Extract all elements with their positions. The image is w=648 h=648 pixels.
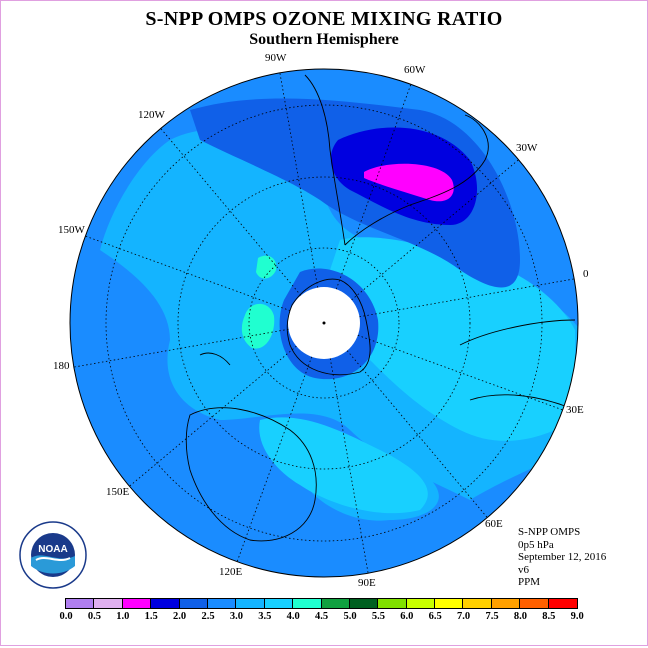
colorbar-segment bbox=[293, 599, 322, 608]
meridian-line bbox=[329, 358, 369, 574]
colorbar-tick-label: 8.5 bbox=[542, 611, 556, 622]
coast-south-america bbox=[304, 74, 489, 246]
map-boundary bbox=[69, 68, 579, 578]
meridian-line bbox=[160, 128, 302, 296]
colorbar-tick-label: 3.0 bbox=[229, 611, 243, 622]
meridian-line bbox=[85, 235, 291, 312]
meridian-line bbox=[351, 159, 519, 301]
colorbar-tick-label: 0.0 bbox=[59, 611, 73, 622]
info-version: v6 bbox=[518, 563, 529, 576]
colorbar-segment bbox=[236, 599, 265, 608]
noaa-logo: NOAA bbox=[19, 521, 87, 589]
lon-label-150w: 150W bbox=[58, 224, 85, 236]
colorbar-tick-label: 2.0 bbox=[173, 611, 187, 622]
colorbar-tick-label: 7.0 bbox=[457, 611, 471, 622]
colorbar-tick-label: 2.5 bbox=[201, 611, 215, 622]
colorbar-tick-label: 7.5 bbox=[485, 611, 499, 622]
lon-label-120w: 120W bbox=[138, 109, 165, 121]
info-units: PPM bbox=[518, 576, 541, 588]
colorbar-tick-label: 5.5 bbox=[371, 611, 385, 622]
colorbar-segment bbox=[151, 599, 180, 608]
meridian-line bbox=[73, 328, 289, 368]
coast-antarctica bbox=[286, 278, 371, 376]
ozone-field-4p0-a bbox=[256, 255, 277, 279]
info-block: S-NPP OMPS 0p5 hPa September 12, 2016 v6… bbox=[518, 526, 606, 589]
lon-label-30w: 30W bbox=[516, 142, 538, 154]
info-instrument: S-NPP OMPS bbox=[518, 526, 581, 538]
colorbar-tick-label: 8.0 bbox=[513, 611, 527, 622]
colorbar-tick-label: 5.0 bbox=[343, 611, 357, 622]
colorbar-segment bbox=[349, 599, 379, 608]
meridian-line bbox=[236, 356, 313, 562]
colorbar-tick-label: 1.5 bbox=[144, 611, 158, 622]
colorbar-segment bbox=[66, 599, 95, 608]
meridian-line bbox=[359, 278, 575, 318]
meridian-line bbox=[335, 84, 412, 290]
lon-label-120e: 120E bbox=[219, 566, 243, 578]
colorbar-tick-label: 0.5 bbox=[87, 611, 101, 622]
colorbar-segment bbox=[94, 599, 123, 608]
colorbar-tick-label: 6.0 bbox=[400, 611, 414, 622]
colorbar-tick-label: 4.5 bbox=[315, 611, 329, 622]
colorbar-tick-label: 6.5 bbox=[428, 611, 442, 622]
meridian-line bbox=[346, 350, 488, 518]
ozone-field-4p0-b bbox=[241, 303, 275, 349]
info-date: September 12, 2016 bbox=[518, 551, 607, 563]
colorbar-segment bbox=[435, 599, 464, 608]
colorbar-tick-label: 9.0 bbox=[570, 611, 584, 622]
colorbar bbox=[65, 598, 579, 609]
colorbar-tick-label: 3.5 bbox=[258, 611, 272, 622]
colorbar-segment bbox=[321, 599, 350, 608]
colorbar-tick-label: 1.0 bbox=[116, 611, 130, 622]
lon-label-90e: 90E bbox=[358, 577, 376, 589]
meridian-line bbox=[279, 72, 319, 288]
colorbar-segment bbox=[406, 599, 436, 608]
lon-label-60w: 60W bbox=[404, 64, 426, 76]
lon-label-90w: 90W bbox=[265, 52, 287, 64]
coast-new-zealand bbox=[199, 352, 231, 366]
lon-label-180: 180 bbox=[53, 360, 70, 372]
svg-text:NOAA: NOAA bbox=[38, 544, 67, 555]
meridian-line bbox=[357, 334, 563, 411]
info-level: 0p5 hPa bbox=[518, 538, 554, 551]
ozone-field-3p5 bbox=[328, 237, 575, 441]
map-subtitle: Southern Hemisphere bbox=[249, 31, 399, 48]
lon-label-150e: 150E bbox=[106, 486, 130, 498]
lon-label-0: 0 bbox=[583, 268, 589, 280]
lon-label-60e: 60E bbox=[485, 518, 503, 530]
colorbar-segment bbox=[491, 599, 521, 608]
lon-label-30e: 30E bbox=[566, 404, 584, 416]
ozone-field-1p0 bbox=[364, 163, 454, 202]
colorbar-segment bbox=[207, 599, 237, 608]
coast-australia bbox=[185, 407, 317, 542]
colorbar-tick-label: 4.0 bbox=[286, 611, 300, 622]
colorbar-segment bbox=[520, 599, 549, 608]
map-title: S-NPP OMPS OZONE MIXING RATIO bbox=[145, 8, 503, 30]
colorbar-segment bbox=[463, 599, 492, 608]
colorbar-segment bbox=[179, 599, 208, 608]
colorbar-segment bbox=[378, 599, 407, 608]
colorbar-segment bbox=[548, 599, 578, 608]
colorbar-segment bbox=[122, 599, 152, 608]
colorbar-segment bbox=[264, 599, 294, 608]
meridian-line bbox=[129, 345, 297, 487]
